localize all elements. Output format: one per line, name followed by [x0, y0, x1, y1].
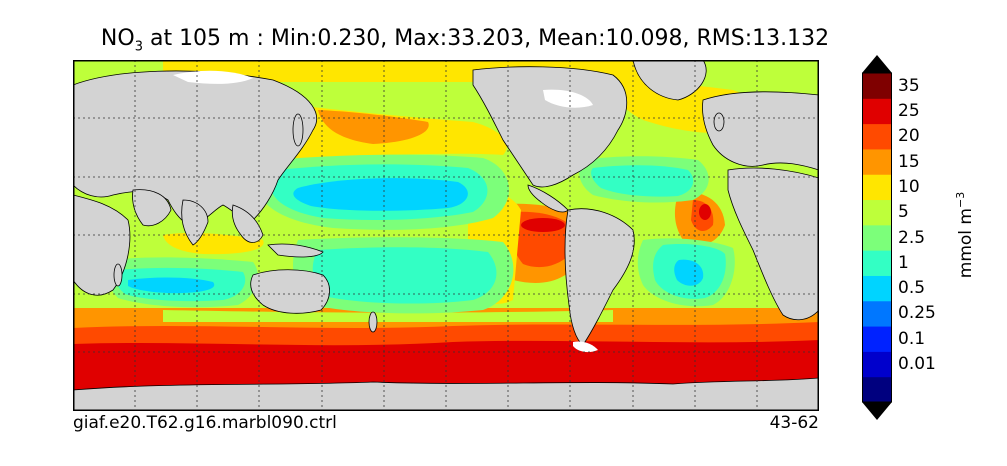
- colorbar-segment: [862, 98, 892, 125]
- colorbar-tick-label: 15: [898, 151, 920, 172]
- benguela-upwelling-25: [699, 204, 711, 220]
- colorbar-tick-label: 5: [898, 202, 909, 223]
- colorbar-segment: [862, 123, 892, 150]
- colorbar-tick-label: 0.01: [898, 354, 936, 375]
- colorbar-segment: [862, 224, 892, 251]
- sea-ice-hudson: [543, 89, 593, 108]
- land-central-america: [527, 184, 569, 213]
- colorbar-segment: [862, 326, 892, 352]
- map-panel: [73, 60, 819, 411]
- colorbar: [862, 55, 892, 420]
- colorbar-segment: [862, 250, 892, 276]
- colorbar-tick-label: 0.25: [898, 303, 936, 324]
- unit-exponent: −3: [954, 191, 968, 208]
- case-name-label: giaf.e20.T62.g16.marbl090.ctrl: [73, 413, 337, 433]
- sea-ice-antarctic-peninsula: [573, 341, 598, 353]
- peru-upwelling-25: [521, 218, 565, 232]
- colorbar-segment: [862, 275, 892, 302]
- graticule: [73, 60, 819, 411]
- map-frame: [73, 60, 819, 411]
- land-south-america: [564, 208, 635, 346]
- land-north-america: [472, 66, 628, 188]
- colorbar-tick-label: 1: [898, 252, 909, 273]
- land-africa-west: [727, 167, 819, 321]
- colorbar-min-extend: [862, 402, 892, 420]
- colorbar-segment: [862, 73, 892, 99]
- colorbar-unit-label: mmol m−3: [954, 192, 976, 278]
- land-masses: [73, 60, 819, 411]
- land-arabia: [132, 189, 172, 227]
- colorbar-segment: [862, 174, 892, 201]
- colorbar-frame: [862, 72, 892, 403]
- sea-ice-arctic-west: [173, 70, 253, 84]
- colorbar-segment: [862, 199, 892, 226]
- title-subscript: 3: [134, 39, 143, 55]
- colorbar-tick-label: 25: [898, 100, 920, 121]
- colorbar-segment: [862, 300, 892, 327]
- colorbar-segment: [862, 376, 892, 403]
- colorbar-tick-labels: 0.01 0.1 0.25 0.5 1 2.5 5 10 15 20 25 35: [898, 0, 958, 466]
- colorbar-tick-label: 0.1: [898, 328, 926, 349]
- land-new-zealand: [368, 311, 378, 333]
- south-atlantic-gyre-0.5: [674, 259, 704, 286]
- plot-title: NO3 at 105 m : Min:0.230, Max:33.203, Me…: [0, 26, 930, 54]
- colorbar-tick-label: 35: [898, 75, 920, 96]
- colorbar-segment: [862, 351, 892, 378]
- land-southeast-asia: [231, 204, 264, 243]
- colorbar-tick-label: 0.5: [898, 278, 926, 299]
- colorbar-tick-label: 10: [898, 176, 920, 197]
- north-pacific-band-15: [318, 110, 429, 144]
- land-japan: [292, 113, 304, 147]
- sea-ice: [173, 70, 598, 353]
- land-indonesia: [267, 243, 324, 258]
- title-species: NO: [100, 26, 135, 51]
- land-europe: [702, 91, 819, 171]
- north-pacific-gyre-0.5: [293, 178, 468, 211]
- land-greenland: [632, 60, 707, 101]
- years-label: 43-62: [769, 413, 819, 433]
- unit-main: mmol m: [955, 208, 976, 279]
- colorbar-max-extend: [862, 55, 892, 73]
- land-uk: [713, 112, 725, 132]
- south-pacific-5: [163, 310, 613, 322]
- land-india: [181, 199, 209, 246]
- south-pacific-gyre-1: [312, 247, 497, 304]
- colorbar-segment: [862, 148, 892, 175]
- indian-gyre-0.5: [128, 277, 215, 294]
- north-atlantic-gyre-1: [591, 165, 694, 197]
- land-madagascar: [113, 263, 123, 287]
- colorbar-tick-label: 2.5: [898, 227, 926, 248]
- title-stats: at 105 m : Min:0.230, Max:33.203, Mean:1…: [142, 26, 830, 51]
- land-australia: [250, 269, 330, 314]
- colorbar-tick-label: 20: [898, 126, 920, 147]
